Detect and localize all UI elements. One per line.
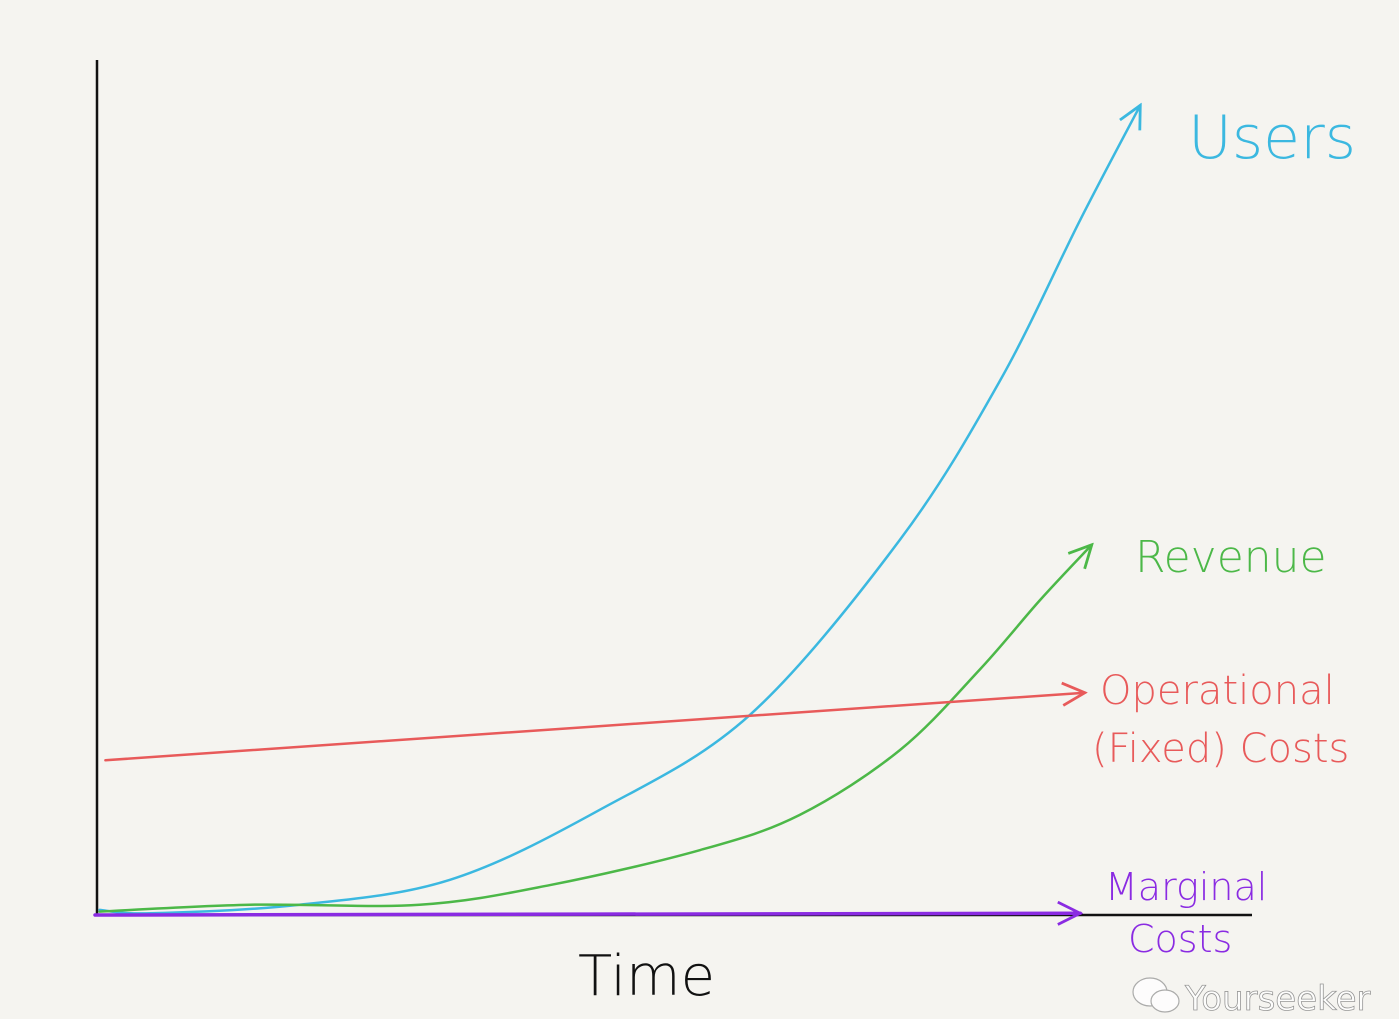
series-label-revenue: Revenue [1135,532,1327,583]
series-line-marginal-costs [93,913,1080,915]
series-label-marginal-2: Costs [1128,917,1232,961]
watermark: Yourseeker [1184,979,1371,1019]
series-line-users [98,105,1141,915]
x-axis-label: Time [578,944,715,1009]
series-label-operational-1: Operational [1100,668,1335,714]
series-line-revenue [98,545,1092,913]
series-label-operational-2: (Fixed) Costs [1092,726,1349,772]
series-line-operational-costs [104,693,1084,762]
series-label-marginal-1: Marginal [1105,865,1267,909]
series-label-users: Users [1188,103,1356,173]
wechat-logo-icon [1132,977,1180,1013]
